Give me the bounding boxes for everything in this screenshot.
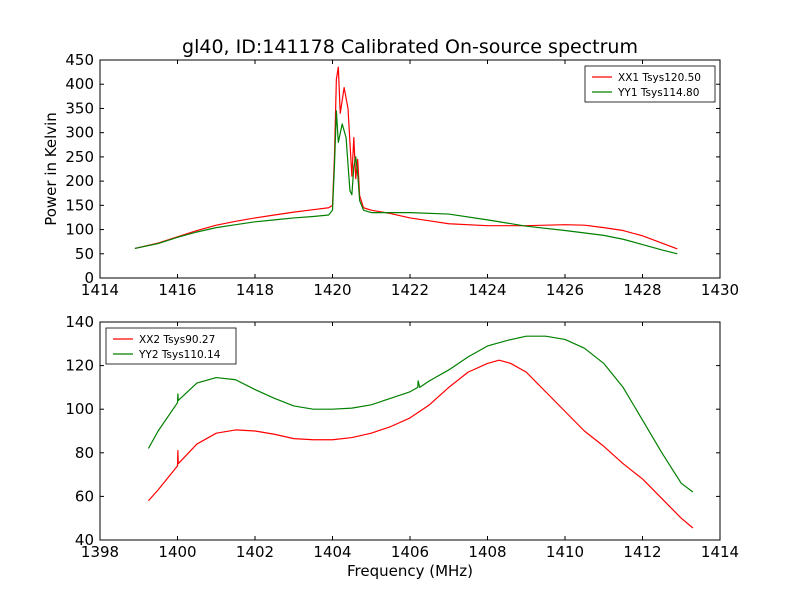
top-xtick-label: 1416 bbox=[158, 281, 196, 299]
top-plot-area: 1414 1416 1418 1420 1422 1424 1426 1428 1430 0 50 1… bbox=[65, 51, 739, 299]
top-xtick-label: 1420 bbox=[313, 281, 351, 299]
bottom-legend: XX2 Tsys90.27 YY2 Tsys110.14 bbox=[105, 327, 237, 365]
top-xtick-label: 1426 bbox=[546, 281, 584, 299]
top-ytick-label: 250 bbox=[65, 148, 94, 166]
top-ytick-label: 450 bbox=[65, 51, 94, 69]
bottom-xtick-label: 1408 bbox=[468, 543, 506, 561]
top-xtick-label: 1428 bbox=[623, 281, 661, 299]
bottom-series-line-1 bbox=[147, 359, 694, 529]
bottom-legend-label-2: YY2 Tsys110.14 bbox=[138, 349, 221, 361]
top-ytick-label: 0 bbox=[84, 269, 94, 287]
top-ytick-label: 300 bbox=[65, 124, 94, 142]
bottom-series-line-2 bbox=[147, 335, 694, 493]
top-xtick-label: 1422 bbox=[391, 281, 429, 299]
top-legend-label-1: XX1 Tsys120.50 bbox=[618, 72, 701, 84]
bottom-ytick-label: 80 bbox=[75, 444, 94, 462]
top-ytick-label: 400 bbox=[65, 75, 94, 93]
top-legend: XX1 Tsys120.50 YY1 Tsys114.80 bbox=[584, 65, 716, 103]
top-xtick-label: 1414 bbox=[81, 281, 119, 299]
top-chart: gl40, ID:141178 Calibrated On-source spe… bbox=[42, 36, 739, 299]
bottom-ytick-label: 60 bbox=[75, 487, 94, 505]
bottom-xtick-label: 1402 bbox=[236, 543, 274, 561]
top-legend-box bbox=[584, 65, 716, 103]
top-xtick-label: 1418 bbox=[236, 281, 274, 299]
bottom-chart-xlabel: Frequency (MHz) bbox=[347, 562, 473, 580]
top-xtick-label: 1424 bbox=[468, 281, 506, 299]
bottom-ytick-label: 140 bbox=[65, 313, 94, 331]
top-series-line-2 bbox=[134, 110, 678, 255]
top-ytick-label: 100 bbox=[65, 221, 94, 239]
bottom-xtick-label: 1410 bbox=[546, 543, 584, 561]
top-ytick-label: 350 bbox=[65, 99, 94, 117]
bottom-plot-area: 1398 1400 1402 1404 1406 1408 1410 1412 1414 40 60… bbox=[65, 313, 739, 561]
bottom-chart: Frequency (MHz) 1398 1400 1402 1404 1406 1408… bbox=[65, 313, 739, 580]
top-ytick-label: 50 bbox=[75, 245, 94, 263]
top-ytick-label: 200 bbox=[65, 172, 94, 190]
bottom-ytick-label: 120 bbox=[65, 357, 94, 375]
bottom-xtick-label: 1406 bbox=[391, 543, 429, 561]
top-series-line-1 bbox=[134, 66, 678, 250]
bottom-ytick-label: 40 bbox=[75, 531, 94, 549]
top-legend-label-2: YY1 Tsys114.80 bbox=[617, 87, 699, 99]
bottom-ytick-label: 100 bbox=[65, 400, 94, 418]
bottom-xtick-label: 1414 bbox=[701, 543, 739, 561]
bottom-xtick-label: 1398 bbox=[81, 543, 119, 561]
top-xtick-label: 1430 bbox=[701, 281, 739, 299]
bottom-xtick-label: 1400 bbox=[158, 543, 196, 561]
top-ytick-label: 150 bbox=[65, 196, 94, 214]
bottom-legend-box bbox=[105, 327, 237, 365]
bottom-xtick-label: 1412 bbox=[623, 543, 661, 561]
top-chart-title: gl40, ID:141178 Calibrated On-source spe… bbox=[182, 36, 638, 58]
bottom-legend-label-1: XX2 Tsys90.27 bbox=[139, 334, 215, 346]
top-chart-ylabel: Power in Kelvin bbox=[42, 112, 60, 226]
bottom-xtick-label: 1404 bbox=[313, 543, 351, 561]
